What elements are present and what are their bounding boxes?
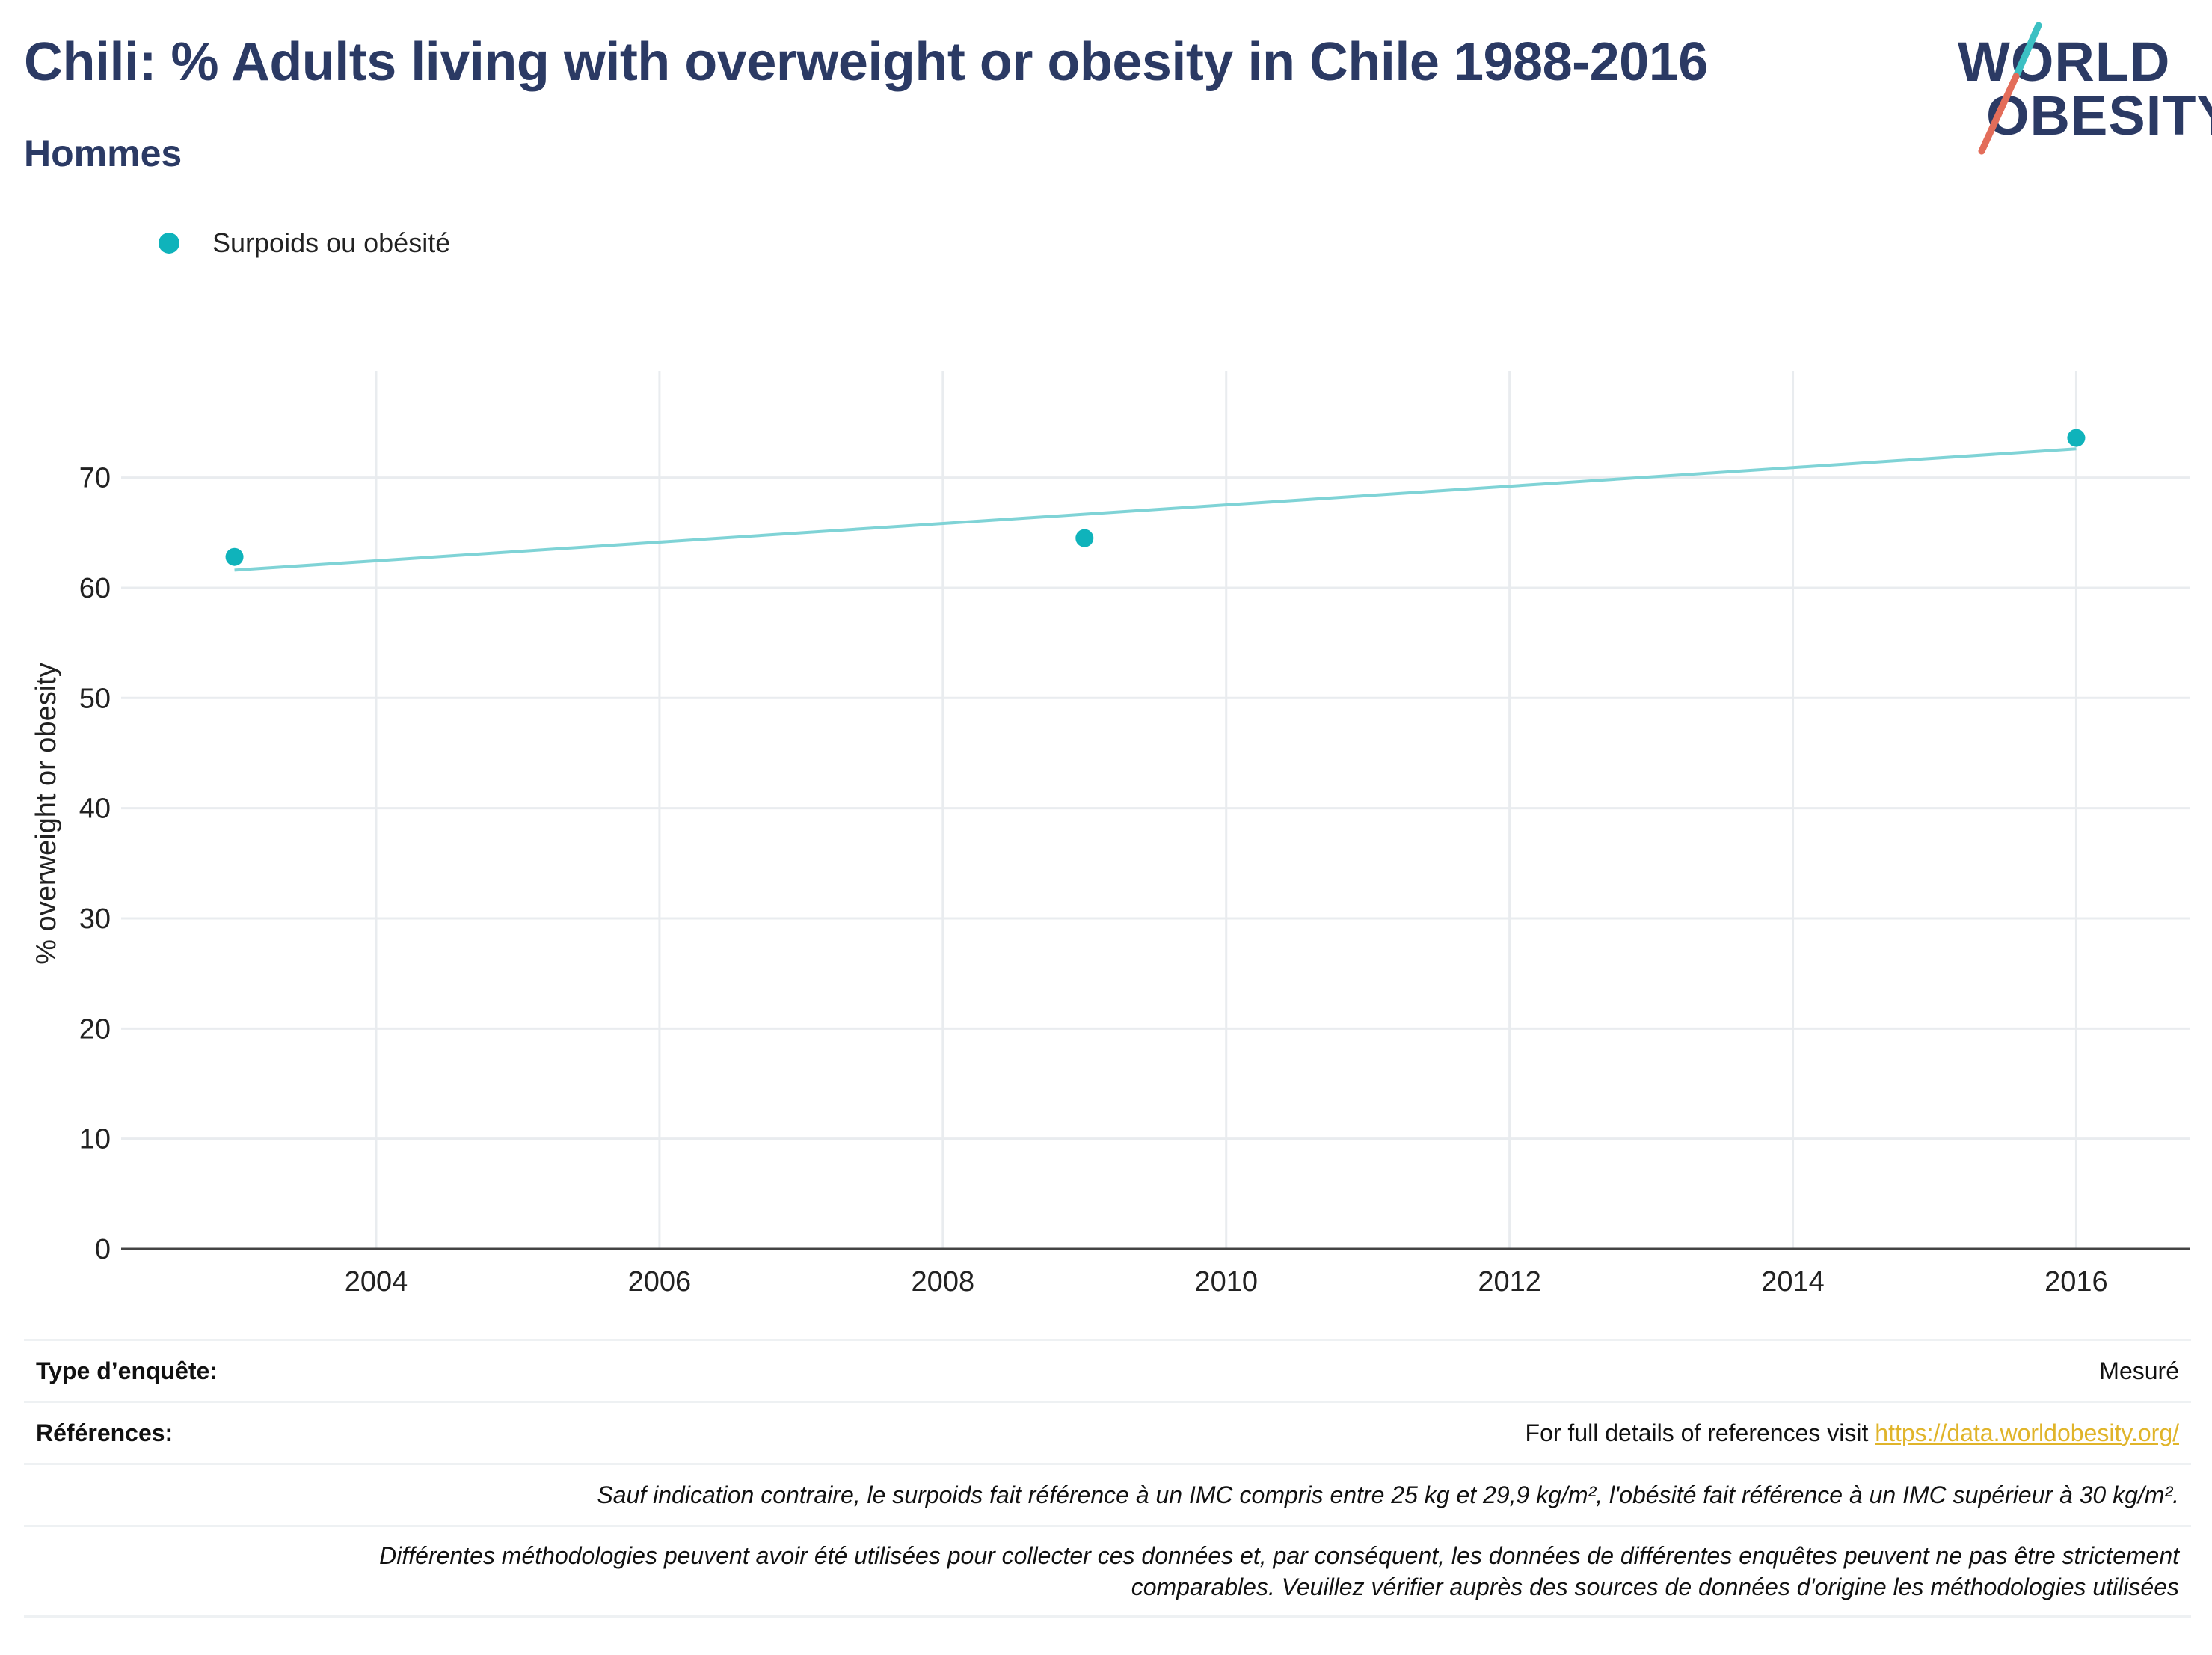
survey-type-value: Mesuré: [2099, 1357, 2179, 1384]
x-tick-label: 2010: [1194, 1266, 1258, 1298]
axes: 0 10 20 30 40 50 60 70 2004 2006 2008 2010 2012 2014 2…: [79, 463, 2190, 1298]
methodology-note: Différentes méthodologies peuvent avoir …: [36, 1540, 2179, 1603]
data-points: [225, 429, 2086, 566]
references-row: Références: For full details of referenc…: [24, 1401, 2191, 1463]
y-tick-label: 30: [79, 903, 111, 935]
x-tick-label: 2008: [912, 1266, 975, 1298]
bmi-note: Sauf indication contraire, le surpoids f…: [597, 1481, 2179, 1508]
survey-type-row: Type d’enquête: Mesuré: [24, 1339, 2191, 1401]
grid-lines: [121, 371, 2190, 1249]
data-point: [2067, 429, 2086, 447]
x-tick-label: 2004: [345, 1266, 408, 1298]
logo-word-world: WORLD: [1958, 31, 2171, 93]
y-tick-label: 40: [79, 793, 111, 825]
x-tick-label: 2016: [2044, 1266, 2108, 1298]
trendline-layer: [234, 447, 2077, 572]
y-tick-label: 0: [95, 1234, 111, 1265]
chart-subtitle: Hommes: [24, 132, 182, 174]
y-tick-label: 50: [79, 683, 111, 714]
data-point: [1075, 529, 1094, 547]
legend[interactable]: Surpoids ou obésité: [159, 224, 450, 262]
references-text: For full details of references visit: [1525, 1419, 1875, 1446]
legend-marker-icon: [159, 233, 179, 254]
info-table: Type d’enquête: Mesuré Références: For f…: [24, 1339, 2191, 1618]
data-point: [225, 547, 244, 566]
y-tick-label: 20: [79, 1013, 111, 1045]
y-axis-label: % overweight or obesity: [31, 663, 62, 964]
references-label: Références:: [36, 1419, 173, 1446]
references-value: For full details of references visit htt…: [1526, 1419, 2179, 1447]
y-tick-label: 60: [79, 573, 111, 604]
references-link[interactable]: https://data.worldobesity.org/: [1875, 1419, 2179, 1446]
trendline: [234, 447, 2077, 572]
legend-label: Surpoids ou obésité: [212, 227, 451, 258]
methodology-note-line2: comparables. Veuillez vérifier auprès de…: [1131, 1573, 2179, 1600]
chart-title: Chili: % Adults living with overweight o…: [24, 32, 1708, 92]
methodology-note-row: Différentes méthodologies peuvent avoir …: [24, 1525, 2191, 1618]
y-tick-label: 10: [79, 1124, 111, 1155]
bmi-note-row: Sauf indication contraire, le surpoids f…: [24, 1463, 2191, 1525]
y-tick-label: 70: [79, 463, 111, 494]
methodology-note-line1: Différentes méthodologies peuvent avoir …: [379, 1542, 2179, 1569]
survey-type-label: Type d’enquête:: [36, 1357, 218, 1384]
logo-slash-icon: [1978, 22, 2042, 155]
x-tick-label: 2006: [628, 1266, 692, 1298]
logo-word-obesity: OBESITY: [1986, 85, 2212, 147]
scatter-chart: 0 10 20 30 40 50 60 70 2004 2006 2008 2010 2012 2014 2…: [31, 371, 2190, 1298]
x-tick-label: 2012: [1478, 1266, 1541, 1298]
world-obesity-logo: WORLD OBESITY: [1952, 22, 2212, 157]
x-tick-label: 2014: [1761, 1266, 1825, 1298]
